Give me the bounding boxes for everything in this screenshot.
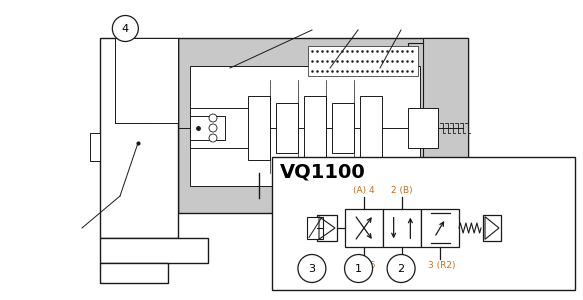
Circle shape (113, 16, 138, 41)
Text: 1: 1 (355, 263, 362, 274)
Text: 3 (R2): 3 (R2) (429, 261, 456, 270)
Circle shape (387, 254, 415, 283)
Bar (115, 38, 178, 123)
Text: (A) 4: (A) 4 (353, 186, 375, 195)
Bar (178, 38, 468, 213)
Bar (423, 38, 468, 218)
Bar (100, 38, 178, 238)
Bar (190, 116, 225, 140)
Text: (R1) 5: (R1) 5 (348, 261, 376, 270)
Circle shape (345, 254, 373, 283)
Bar (421, 209, 459, 247)
Bar (304, 96, 326, 160)
Bar (383, 209, 421, 247)
Bar (308, 46, 418, 76)
Text: 4: 4 (122, 23, 129, 34)
Bar (332, 103, 354, 153)
Bar (276, 103, 298, 153)
Bar (408, 43, 463, 213)
Bar (317, 215, 337, 241)
Text: 2 (B): 2 (B) (391, 186, 413, 195)
Bar (248, 96, 270, 160)
Bar (272, 157, 575, 290)
Bar (115, 38, 145, 123)
Circle shape (298, 254, 326, 283)
Circle shape (209, 124, 217, 132)
Text: VQ1100: VQ1100 (280, 163, 366, 182)
Bar (345, 209, 383, 247)
Text: 1: 1 (399, 261, 405, 270)
Bar (360, 96, 382, 160)
Text: 3: 3 (308, 263, 315, 274)
Bar (100, 263, 168, 283)
Bar (190, 108, 250, 148)
Bar (100, 238, 208, 263)
Bar (190, 66, 420, 186)
Circle shape (209, 134, 217, 142)
Bar (483, 215, 501, 241)
Bar (307, 217, 323, 239)
Text: (P): (P) (396, 271, 408, 280)
Text: 2: 2 (398, 263, 405, 274)
Bar (408, 108, 438, 148)
Circle shape (209, 114, 217, 122)
Bar (90, 133, 100, 161)
